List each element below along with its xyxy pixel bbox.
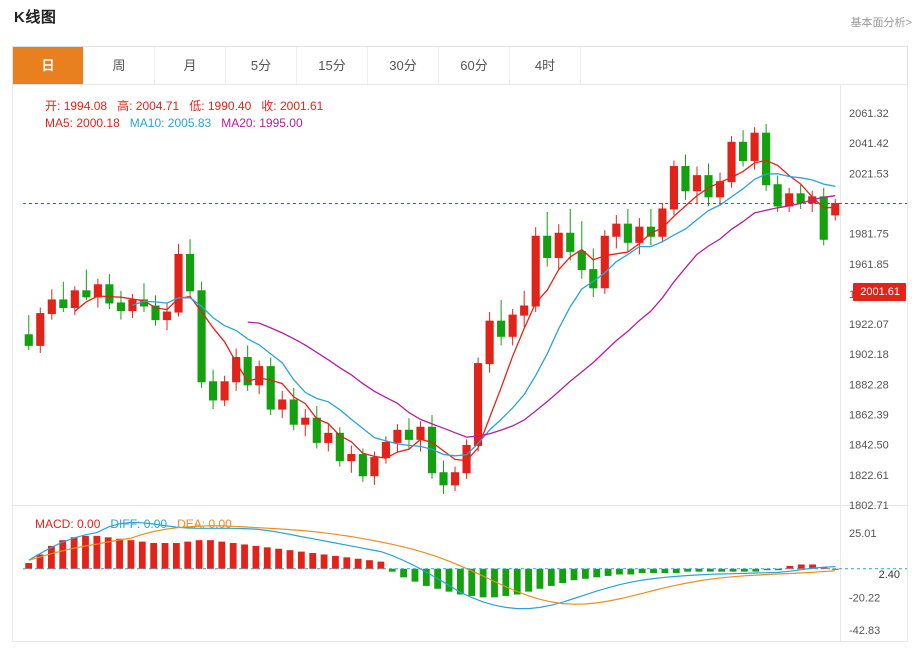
tab-5min[interactable]: 5分	[226, 47, 297, 84]
ma10-value: 2005.83	[167, 116, 212, 130]
svg-text:1922.07: 1922.07	[849, 319, 889, 331]
low-label: 低:	[189, 99, 205, 113]
ma5-label: MA5:	[45, 116, 74, 130]
fundamental-analysis-link[interactable]: 基本面分析>	[850, 17, 912, 29]
ohlc-info: 开: 1994.08 高: 2004.71 低: 1990.40 收: 2001…	[45, 97, 323, 114]
tab-week[interactable]: 周	[84, 47, 155, 84]
page-title: K线图	[14, 9, 57, 26]
svg-text:1961.85: 1961.85	[849, 259, 889, 271]
chart-area[interactable]: 开: 1994.08 高: 2004.71 低: 1990.40 收: 2001…	[12, 85, 908, 642]
svg-text:-42.83: -42.83	[849, 625, 880, 637]
period-tabs: 日 周 月 5分 15分 30分 60分 4时	[12, 46, 908, 85]
panel-divider	[13, 505, 907, 506]
open-label: 开:	[45, 99, 61, 113]
svg-text:1802.71: 1802.71	[849, 500, 889, 512]
ma10-label: MA10:	[129, 116, 165, 130]
tab-60min[interactable]: 60分	[439, 47, 510, 84]
macd-info: MACD: 0.00 DIFF: 0.00 DEA: 0.00	[35, 517, 232, 531]
close-label: 收:	[261, 99, 277, 113]
close-value: 2001.61	[279, 99, 324, 113]
tab-day[interactable]: 日	[13, 47, 84, 84]
svg-text:25.01: 25.01	[849, 528, 877, 540]
ma-info: MA5: 2000.18 MA10: 2005.83 MA20: 1995.00	[45, 116, 303, 130]
macd-label: MACD:	[35, 517, 74, 531]
svg-text:1902.18: 1902.18	[849, 349, 889, 361]
svg-text:1882.28: 1882.28	[849, 379, 889, 391]
last-price-tag: 2001.61	[853, 283, 906, 301]
tab-15min[interactable]: 15分	[297, 47, 368, 84]
ma20-label: MA20:	[221, 116, 256, 130]
tab-30min[interactable]: 30分	[368, 47, 439, 84]
low-value: 1990.40	[207, 99, 252, 113]
svg-text:-20.22: -20.22	[849, 593, 880, 605]
svg-text:1862.39: 1862.39	[849, 410, 889, 422]
high-value: 2004.71	[135, 99, 180, 113]
high-label: 高:	[117, 99, 133, 113]
svg-text:1981.75: 1981.75	[849, 229, 889, 241]
dea-value: 0.00	[208, 517, 232, 531]
svg-text:2061.32: 2061.32	[849, 108, 889, 120]
tab-month[interactable]: 月	[155, 47, 226, 84]
svg-text:2041.42: 2041.42	[849, 138, 889, 150]
svg-text:2021.53: 2021.53	[849, 168, 889, 180]
tab-4hour[interactable]: 4时	[510, 47, 581, 84]
ma5-value: 2000.18	[76, 116, 120, 130]
diff-label: DIFF:	[110, 517, 141, 531]
axis-divider	[840, 85, 841, 641]
svg-text:1822.61: 1822.61	[849, 470, 889, 482]
macd-value: 0.00	[77, 517, 101, 531]
svg-text:1842.50: 1842.50	[849, 440, 889, 452]
candlestick-svg: 2061.322041.422021.531981.751961.851941.…	[23, 108, 907, 637]
macd-zero-tag: 2.40	[878, 569, 900, 581]
open-value: 1994.08	[63, 99, 108, 113]
ma20-value: 1995.00	[259, 116, 303, 130]
